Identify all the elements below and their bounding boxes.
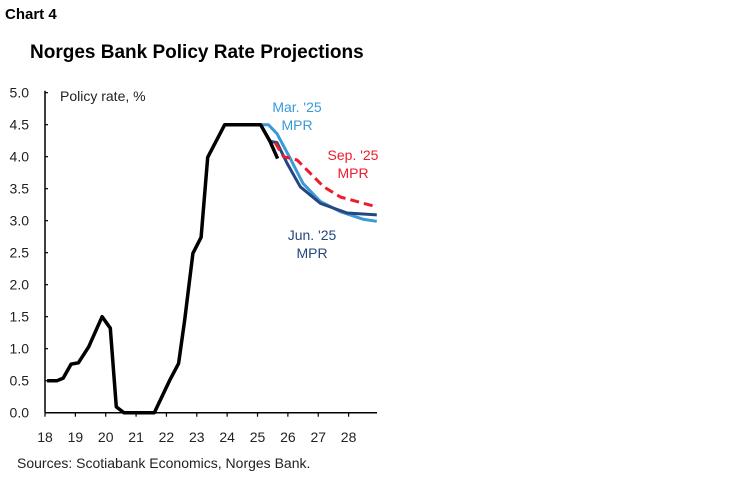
axes: 0.0 0.5 1.0 1.5 2.0 2.5 3.0 3.5 4.0 4.5 5.0 18 19 20 2… — [10, 85, 377, 445]
x-tick-label: 19 — [68, 429, 84, 445]
sources-note: Sources: Scotiabank Economics, Norges Ba… — [17, 455, 311, 471]
y-tick-label: 4.5 — [10, 117, 30, 133]
series-line-actual — [47, 122, 280, 415]
y-tick-label: 2.5 — [10, 245, 30, 261]
x-tick-label: 25 — [250, 429, 266, 445]
x-tick-label: 23 — [189, 429, 205, 445]
x-tick-label: 28 — [341, 429, 357, 445]
y-tick-label: 4.0 — [10, 149, 30, 165]
series-line-sep-25-mpr — [273, 141, 375, 208]
series-annotation: MPR — [337, 165, 368, 181]
x-tick-label: 20 — [98, 429, 114, 445]
x-tick-label: 18 — [37, 429, 53, 445]
y-tick-label: 0.5 — [10, 373, 30, 389]
series-annotation: MPR — [281, 117, 312, 133]
series-lines — [47, 122, 378, 415]
x-tick-label: 26 — [280, 429, 296, 445]
y-tick-label: 3.0 — [10, 213, 30, 229]
series-annotation: MPR — [296, 245, 327, 261]
x-tick-label: 27 — [310, 429, 326, 445]
chart-title: Norges Bank Policy Rate Projections — [30, 42, 364, 63]
y-tick-label: 5.0 — [10, 85, 30, 101]
y-tick-label: 2.0 — [10, 277, 30, 293]
chart-label: Chart 4 — [5, 6, 57, 23]
annotations: Mar. '25 MPR Sep. '25 MPR Jun. '25 MPR — [272, 99, 378, 261]
y-tick-label: 1.5 — [10, 309, 30, 325]
x-tick-label: 21 — [128, 429, 144, 445]
x-tick-label: 22 — [159, 429, 175, 445]
y-axis-label: Policy rate, % — [60, 88, 146, 104]
y-tick-label: 3.5 — [10, 181, 30, 197]
series-line-mar-25-mpr — [260, 123, 378, 223]
x-tick-label: 24 — [219, 429, 235, 445]
series-annotation: Sep. '25 — [328, 147, 379, 163]
y-tick-label: 1.0 — [10, 341, 30, 357]
series-annotation: Jun. '25 — [288, 227, 337, 243]
series-annotation: Mar. '25 — [272, 99, 322, 115]
y-tick-label: 0.0 — [10, 405, 30, 421]
